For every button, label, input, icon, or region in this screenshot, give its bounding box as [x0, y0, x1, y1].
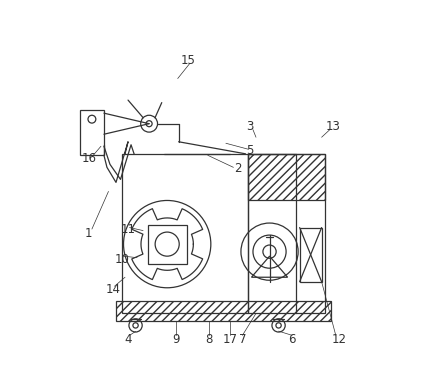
Text: 14: 14	[106, 283, 121, 296]
Text: 7: 7	[239, 333, 246, 346]
Text: 9: 9	[172, 333, 180, 346]
Text: 12: 12	[331, 333, 346, 346]
Text: 4: 4	[124, 333, 132, 346]
Text: 2: 2	[234, 162, 242, 175]
Bar	[116, 301, 331, 321]
Bar	[248, 154, 325, 201]
Text: 15: 15	[181, 54, 196, 67]
Text: 11: 11	[121, 222, 136, 235]
Text: 5: 5	[246, 144, 254, 157]
Text: 17: 17	[223, 333, 238, 346]
Text: 1: 1	[85, 227, 93, 240]
Text: 10: 10	[115, 253, 130, 265]
Text: 6: 6	[288, 333, 296, 346]
Text: 8: 8	[205, 333, 213, 346]
Text: 16: 16	[82, 152, 97, 165]
Text: 13: 13	[325, 120, 340, 133]
Text: 3: 3	[246, 120, 254, 133]
